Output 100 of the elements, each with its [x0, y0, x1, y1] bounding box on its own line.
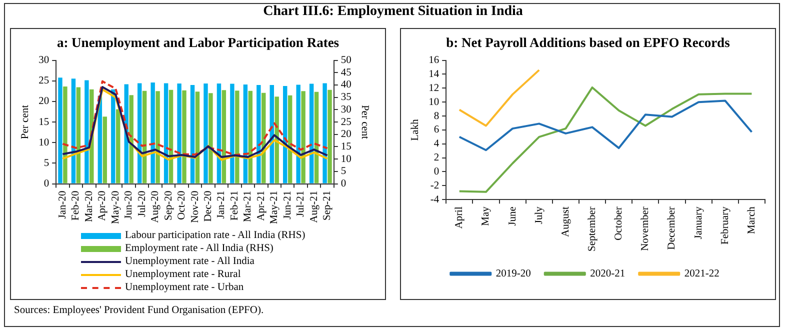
legend-label: Employment rate - All India (RHS): [125, 243, 274, 254]
bar: [84, 80, 89, 184]
bar: [208, 93, 213, 184]
bar: [111, 89, 116, 184]
bar: [164, 83, 168, 184]
y-tick-label: 12: [428, 82, 440, 94]
y-tick-label: 2: [434, 152, 440, 164]
y-tick-label: 0: [44, 178, 50, 190]
y-tick-label: 30: [38, 55, 50, 66]
bar: [301, 91, 306, 184]
bar: [182, 90, 186, 184]
y-tick-label: 6: [434, 124, 440, 136]
chart-subtitle: b: Net Payroll Additions based on EPFO Records: [445, 35, 731, 51]
y2-tick-label: 15: [340, 141, 352, 152]
legend-label: 2020-21: [590, 268, 626, 280]
y-tick-label: -2: [430, 180, 440, 192]
x-tick-label: Feb-21: [229, 190, 240, 221]
bar: [190, 84, 195, 184]
bar: [222, 90, 226, 184]
x-tick-label: July: [534, 206, 545, 224]
x-tick-label: October: [614, 206, 625, 240]
x-tick-label: Dec-20: [202, 190, 214, 222]
y2-tick-label: 5: [340, 166, 346, 178]
bar: [296, 84, 300, 184]
text: Chart III.6: Employment Situation in India: [262, 4, 524, 20]
bar: [230, 84, 234, 184]
x-tick-label: Oct-20: [176, 190, 188, 220]
x-tick-label: Aug-20: [150, 190, 162, 223]
x-tick-label: Mar-20: [84, 190, 95, 222]
x-tick-label: Jul-21: [296, 190, 307, 218]
x-tick-label: Jun-20: [124, 190, 135, 220]
y2-tick-label: 40: [340, 80, 352, 91]
bar: [195, 92, 200, 184]
y-tick-label: 5: [44, 158, 50, 169]
bar: [129, 95, 134, 184]
bar: [322, 83, 327, 184]
x-tick-label: May-20: [110, 190, 122, 224]
bar: [243, 84, 248, 184]
bar: [58, 78, 62, 184]
x-tick-label: Jan-20: [57, 190, 68, 219]
x-tick-label: September: [587, 206, 598, 252]
x-tick-label: Sep-21: [322, 190, 334, 221]
y-tick-label: 14: [428, 68, 440, 80]
x-tick-label: March: [746, 206, 758, 234]
y-tick-label: 4: [434, 138, 440, 150]
x-tick-label: Sep-20: [163, 190, 174, 221]
y-axis-title: Per cent: [20, 104, 32, 140]
bar: [156, 91, 160, 184]
y2-tick-label: 0: [340, 178, 346, 190]
chart-subtitle: a: Unemployment and Labor Participation Rates: [56, 35, 340, 51]
legend-label: Unemployment rate - Rural: [125, 269, 241, 280]
y2-axis-title: Per cent: [358, 104, 370, 140]
bar: [248, 90, 253, 184]
y2-tick-label: 30: [340, 104, 352, 116]
bar: [274, 96, 279, 184]
legend-label: Labour participation rate - All India (RHS): [125, 230, 306, 241]
x-tick-label: April: [454, 206, 466, 229]
bar: [116, 109, 120, 184]
y-tick-label: 25: [38, 76, 50, 87]
x-tick-label: Feb-20: [70, 190, 82, 221]
x-tick-label: Aug-21: [308, 190, 320, 223]
y-tick-label: 15: [38, 116, 50, 128]
bar: [63, 86, 68, 184]
x-tick-label: Jan-21: [216, 190, 228, 219]
x-tick-label: Nov-20: [190, 190, 201, 223]
x-tick-label: February: [720, 206, 731, 245]
x-tick-label: Apr-20: [97, 190, 108, 221]
y2-tick-label: 50: [340, 55, 352, 66]
legend-label: 2019-20: [496, 268, 531, 280]
x-tick-label: Jul-20: [136, 190, 148, 218]
x-tick-label: August: [560, 206, 572, 237]
x-tick-label: May-21: [269, 190, 280, 224]
y-tick-label: 10: [38, 137, 50, 148]
y2-tick-label: 35: [340, 92, 352, 104]
y-tick-label: 0: [434, 166, 440, 178]
bar: [204, 84, 208, 184]
y-tick-label: 10: [428, 96, 440, 108]
x-tick-label: January: [693, 206, 704, 240]
legend-label: Unemployment rate - All India: [125, 256, 254, 267]
x-tick-label: Jun-21: [282, 190, 294, 220]
y2-tick-label: 25: [340, 116, 352, 128]
y2-tick-label: 45: [340, 67, 352, 78]
y-axis-title: Lakh: [410, 118, 422, 141]
x-tick-label: Apr-21: [256, 190, 267, 221]
x-tick-label: November: [640, 206, 652, 251]
y2-tick-label: 20: [340, 129, 352, 140]
bar: [150, 82, 155, 184]
y-tick-label: -4: [430, 194, 440, 206]
bar: [76, 87, 81, 184]
bar: [328, 90, 332, 184]
legend-label: 2021-22: [684, 268, 720, 280]
bar: [235, 90, 240, 184]
x-tick-label: May: [480, 206, 492, 226]
x-tick-label: June: [507, 206, 518, 226]
x-tick-label: Mar-21: [242, 190, 254, 222]
bar: [309, 84, 314, 184]
y2-tick-label: 10: [340, 154, 352, 165]
y-tick-label: 16: [428, 55, 440, 66]
legend-label: Unemployment rate - Urban: [125, 282, 244, 293]
x-tick-label: December: [666, 206, 678, 250]
